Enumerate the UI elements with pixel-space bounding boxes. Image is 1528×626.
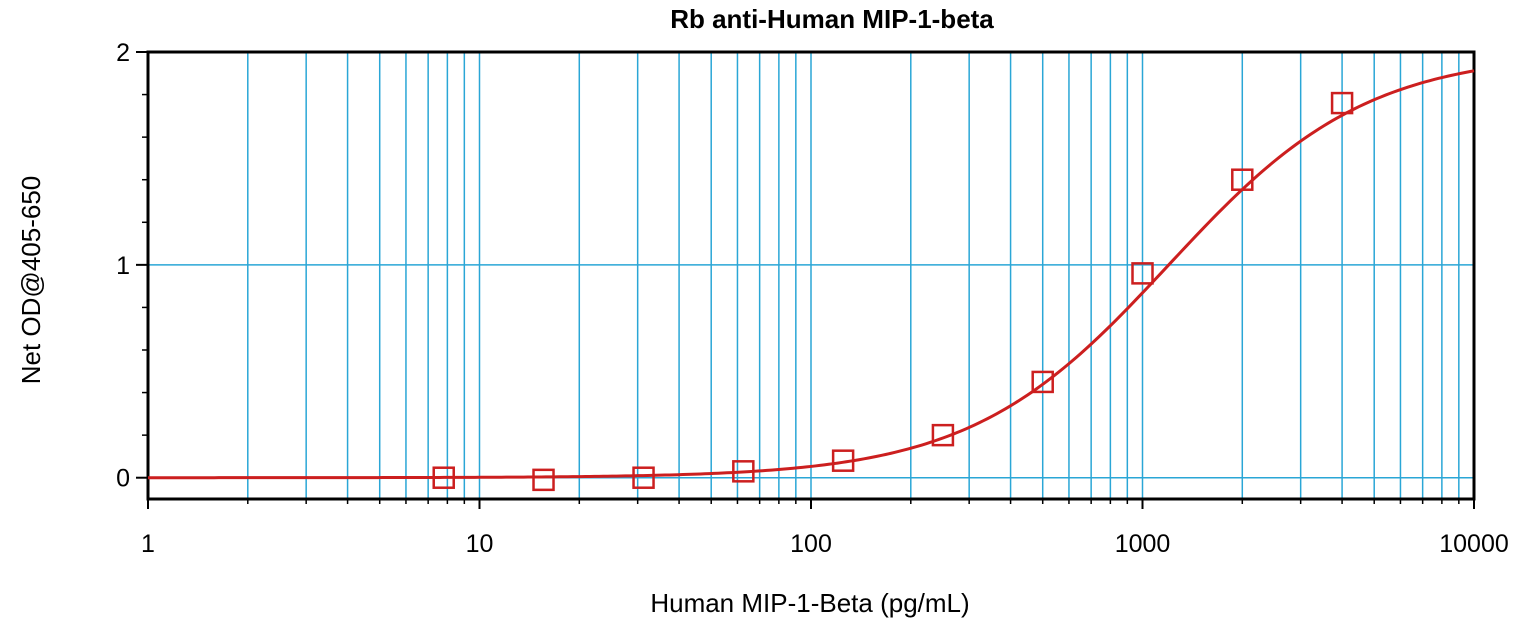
y-tick-label: 1 xyxy=(116,252,130,280)
data-point-marker xyxy=(632,466,655,489)
data-point-marker xyxy=(1330,91,1354,115)
y-tick-label: 0 xyxy=(116,465,130,493)
data-point-marker xyxy=(732,460,755,483)
x-tick-label: 10000 xyxy=(1439,530,1509,558)
data-point-marker xyxy=(1231,168,1254,191)
data-point-marker xyxy=(931,423,955,447)
x-tick-label: 1000 xyxy=(1115,530,1171,558)
x-axis-label: Human MIP-1-Beta (pg/mL) xyxy=(650,588,969,618)
grid-lines xyxy=(148,52,1474,499)
chart-title: Rb anti-Human MIP-1-beta xyxy=(670,4,994,34)
data-markers xyxy=(432,91,1354,492)
x-tick-label: 10 xyxy=(466,530,494,558)
data-point-marker xyxy=(532,468,555,492)
data-point-marker xyxy=(831,449,855,472)
data-point-marker xyxy=(432,466,455,489)
data-point-marker xyxy=(1031,370,1054,394)
y-tick-label: 2 xyxy=(116,39,130,67)
y-axis-label: Net OD@405-650 xyxy=(16,176,46,385)
x-tick-label: 1 xyxy=(141,530,155,558)
axis-ticks: 1 10 100 1000 10000 0 1 2 xyxy=(116,39,1509,558)
data-point-marker xyxy=(1131,262,1154,285)
x-tick-label: 100 xyxy=(790,530,832,558)
